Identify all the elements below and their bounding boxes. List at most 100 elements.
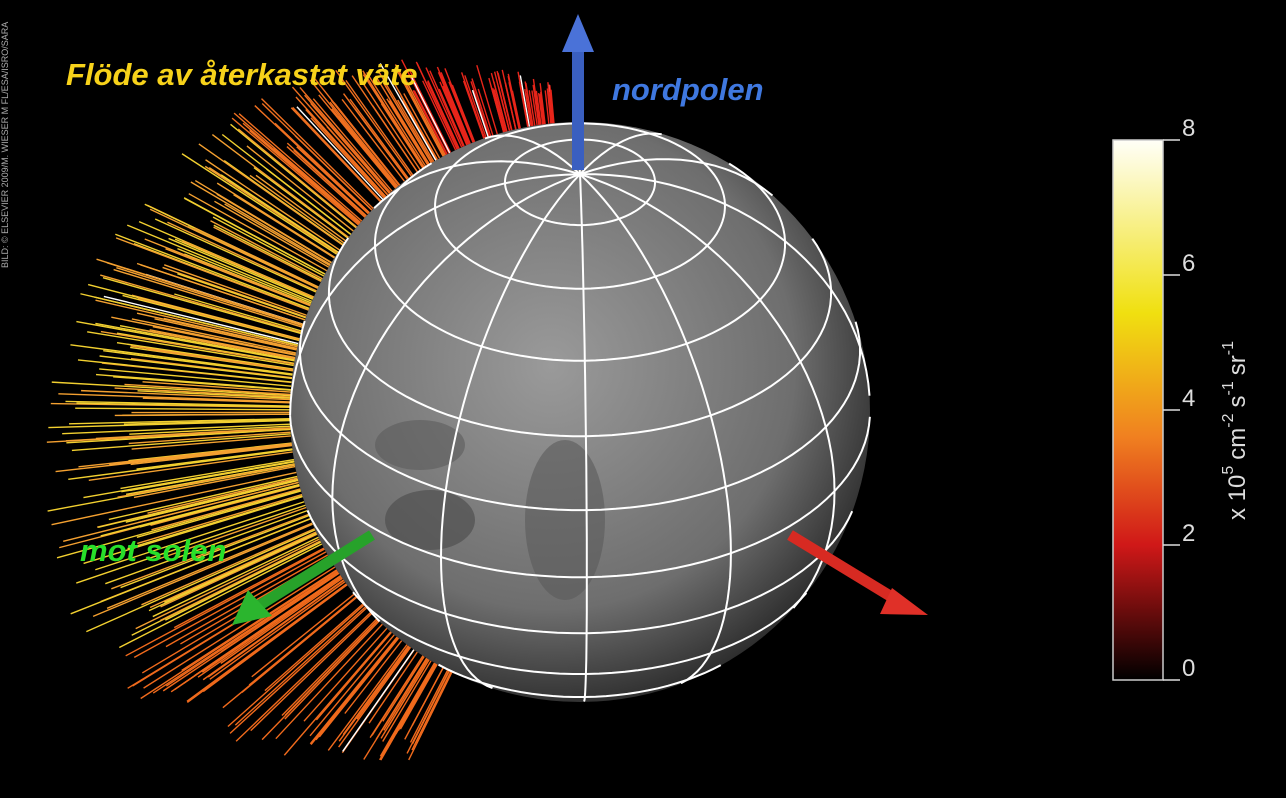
ray (238, 113, 363, 222)
ray (233, 112, 362, 223)
ray (227, 604, 365, 727)
ray (136, 490, 302, 539)
ray (293, 149, 367, 217)
ray (162, 572, 340, 692)
ray (235, 612, 372, 742)
ray (532, 78, 541, 125)
ray (168, 237, 314, 300)
ray (249, 130, 360, 225)
ray (136, 262, 306, 321)
ray (141, 528, 315, 606)
ray (291, 86, 389, 196)
ray (95, 299, 298, 348)
ray (116, 332, 295, 364)
ray (70, 344, 293, 375)
ray (338, 115, 398, 188)
ray (214, 200, 330, 268)
ray (136, 448, 293, 470)
unit-exponent: -1 (1220, 381, 1237, 395)
grid-line (373, 160, 581, 209)
ray (403, 93, 441, 159)
ray (154, 318, 297, 351)
ray (383, 658, 429, 731)
ray (356, 646, 411, 720)
ray (77, 359, 292, 383)
ray (103, 350, 293, 376)
ray (194, 227, 319, 288)
ray (152, 536, 319, 618)
ray (165, 571, 339, 687)
ray (349, 98, 409, 179)
ray (286, 146, 366, 218)
ray (210, 220, 323, 280)
unit-base: s (1224, 395, 1251, 407)
ray (310, 637, 399, 746)
ray (167, 221, 317, 292)
axis-sun (232, 530, 375, 625)
ray (327, 644, 408, 751)
ray (111, 316, 296, 356)
grid-line (374, 162, 786, 362)
ray (544, 90, 550, 124)
axis-north (562, 14, 594, 170)
ray (98, 478, 299, 529)
ray (261, 98, 374, 210)
ray (165, 541, 322, 621)
ray (130, 357, 293, 379)
ray (253, 167, 349, 239)
ray (100, 330, 295, 365)
ray (174, 238, 314, 299)
ray (137, 390, 291, 399)
ray (471, 89, 489, 138)
ray (316, 124, 385, 199)
ray (476, 65, 498, 135)
ray (163, 532, 317, 603)
ray (404, 667, 444, 740)
ray (81, 389, 291, 401)
ray (127, 495, 303, 550)
ray (241, 596, 358, 694)
ray (309, 634, 395, 737)
ray (83, 495, 303, 565)
ray (275, 623, 383, 740)
ray (532, 84, 540, 126)
ray (181, 569, 338, 672)
ray (464, 75, 487, 138)
ray (254, 105, 370, 214)
ray (221, 133, 352, 235)
ray (372, 105, 419, 173)
ray (264, 603, 364, 692)
ray (396, 70, 444, 157)
grid-line (579, 158, 774, 197)
ray (148, 532, 317, 612)
ray (125, 463, 295, 496)
ray (149, 208, 319, 289)
ray (318, 637, 400, 738)
ray (87, 331, 294, 367)
ray (397, 99, 435, 162)
ray (299, 87, 392, 193)
ray (338, 645, 410, 742)
ray (138, 481, 299, 524)
ray (246, 145, 354, 232)
ray (490, 72, 508, 132)
ray (55, 444, 292, 473)
ray (131, 435, 292, 450)
ray (197, 576, 343, 678)
mare (525, 440, 605, 600)
ray (539, 95, 545, 125)
ray (425, 67, 463, 148)
grid-line (439, 173, 581, 690)
ray (237, 128, 358, 228)
ray (310, 102, 390, 194)
ray (202, 584, 348, 693)
ray (338, 646, 412, 748)
ray (448, 81, 474, 143)
ray (344, 640, 403, 714)
ray (233, 194, 335, 259)
ray (402, 73, 446, 156)
ray (470, 81, 490, 137)
ray (547, 82, 553, 124)
ray (113, 376, 291, 391)
ray (142, 397, 291, 404)
